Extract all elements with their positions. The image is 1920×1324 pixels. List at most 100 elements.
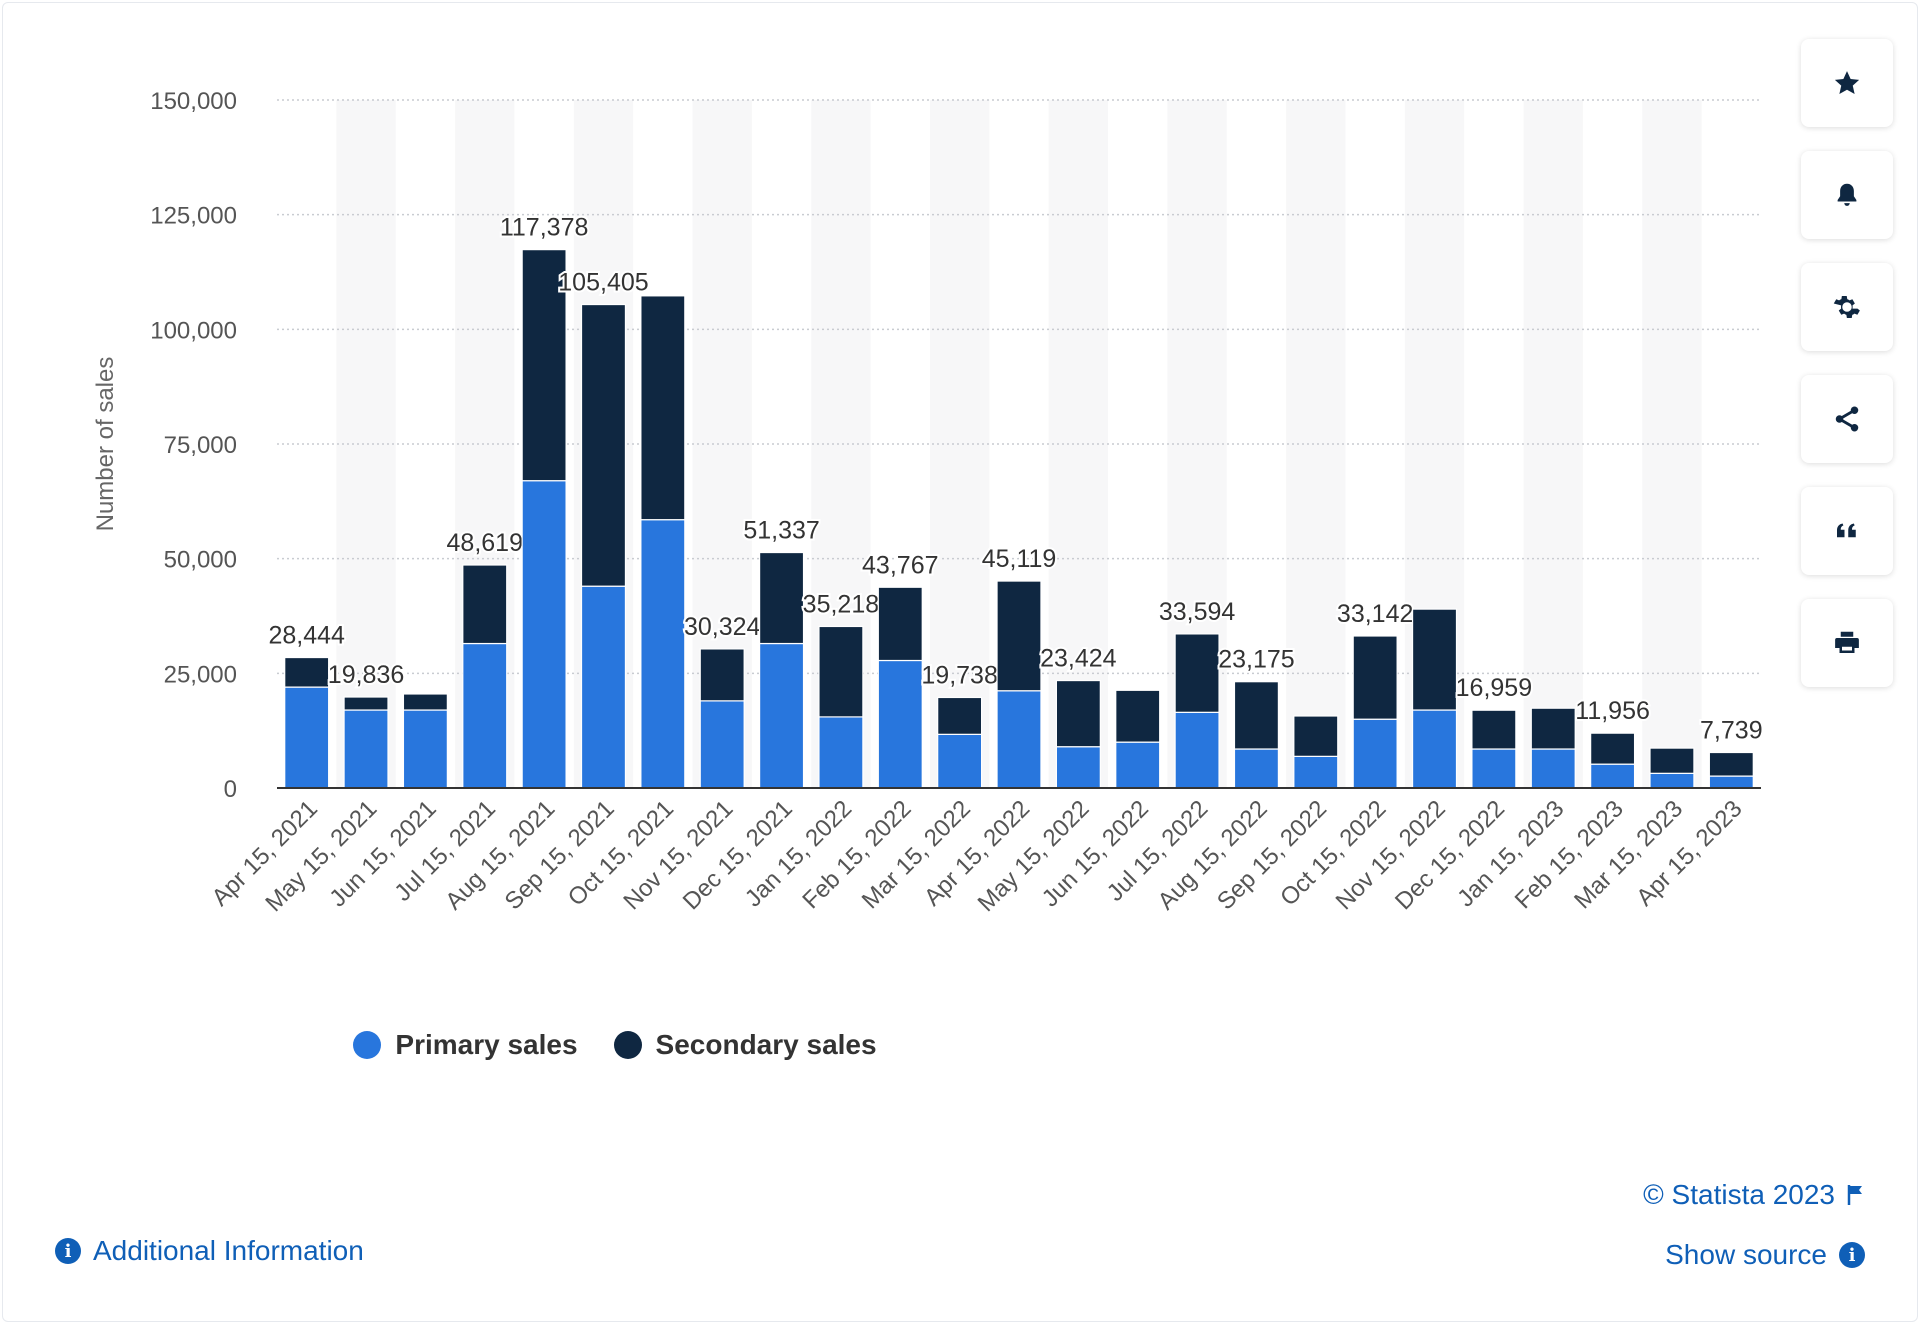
bar-chart: 0 25,000 50,000 75,000 100,000 125,000 150,000… bbox=[92, 88, 1765, 917]
bar-secondary bbox=[1293, 715, 1339, 757]
total-data-label: 23,175 bbox=[1218, 646, 1294, 674]
legend-item-primary[interactable]: Primary sales bbox=[353, 1029, 578, 1061]
total-data-label: 16,959 bbox=[1456, 674, 1532, 702]
column-band bbox=[929, 100, 990, 788]
bar-primary bbox=[1115, 741, 1161, 789]
print-icon bbox=[1835, 631, 1859, 653]
y-axis-label: Number of sales bbox=[92, 357, 119, 532]
info-icon: i bbox=[55, 1238, 81, 1264]
bar-primary bbox=[462, 642, 508, 789]
total-data-label: 19,738 bbox=[921, 661, 997, 689]
cite-button[interactable] bbox=[1801, 487, 1893, 575]
total-data-label: 33,142 bbox=[1337, 600, 1413, 628]
bar-secondary bbox=[1411, 608, 1458, 711]
bell-icon bbox=[1837, 183, 1857, 206]
total-data-label: 28,444 bbox=[268, 622, 345, 650]
bar-primary bbox=[580, 585, 627, 789]
total-data-label: 19,836 bbox=[328, 661, 404, 689]
gear-icon bbox=[1833, 296, 1860, 318]
chart-legend: Primary sales Secondary sales bbox=[3, 1029, 1227, 1061]
total-data-label: 48,619 bbox=[447, 529, 523, 557]
total-data-label: 7,739 bbox=[1700, 717, 1763, 745]
bar-secondary bbox=[1233, 681, 1280, 750]
y-tick-label: 75,000 bbox=[164, 432, 237, 459]
bar-secondary bbox=[521, 249, 567, 482]
bar-primary bbox=[284, 686, 330, 789]
column-band bbox=[1286, 100, 1346, 788]
bar-primary bbox=[1174, 711, 1220, 789]
bar-primary bbox=[521, 480, 567, 789]
bar-secondary bbox=[284, 656, 330, 688]
bar-secondary bbox=[343, 696, 389, 711]
bar-secondary bbox=[758, 551, 805, 645]
bar-primary bbox=[402, 709, 448, 789]
bar-secondary bbox=[402, 693, 448, 711]
favorite-button[interactable] bbox=[1801, 39, 1893, 127]
legend-item-secondary[interactable]: Secondary sales bbox=[613, 1029, 877, 1061]
bar-secondary bbox=[937, 696, 983, 735]
notification-button[interactable] bbox=[1801, 151, 1893, 239]
bar-primary bbox=[1471, 748, 1517, 789]
y-tick-label: 50,000 bbox=[164, 547, 237, 574]
bar-primary bbox=[1233, 748, 1280, 789]
additional-information-label: Additional Information bbox=[93, 1235, 364, 1266]
bar-secondary bbox=[877, 586, 923, 662]
y-tick-label: 25,000 bbox=[164, 661, 237, 688]
legend-dot-secondary bbox=[613, 1031, 642, 1059]
bar-primary bbox=[937, 733, 983, 789]
share-icon bbox=[1835, 406, 1859, 432]
show-source-link[interactable]: Show source i bbox=[1665, 1239, 1865, 1271]
total-data-label: 105,405 bbox=[558, 269, 648, 297]
total-data-label: 33,594 bbox=[1159, 598, 1236, 626]
bar-primary bbox=[699, 700, 745, 789]
bar-secondary bbox=[1649, 747, 1695, 774]
total-data-label: 11,956 bbox=[1575, 697, 1650, 725]
y-tick-label: 150,000 bbox=[150, 88, 237, 115]
bar-secondary bbox=[1471, 709, 1517, 750]
bar-primary bbox=[877, 659, 923, 789]
bar-primary bbox=[1055, 746, 1101, 789]
bar-secondary bbox=[1708, 751, 1754, 777]
bar-primary bbox=[758, 642, 805, 789]
total-data-label: 117,378 bbox=[500, 214, 589, 242]
bar-primary bbox=[343, 709, 389, 789]
quote-icon bbox=[1837, 523, 1856, 538]
legend-label-secondary: Secondary sales bbox=[655, 1029, 877, 1060]
y-tick-label: 0 bbox=[224, 776, 237, 803]
bar-primary bbox=[1352, 718, 1398, 789]
y-tick-label: 100,000 bbox=[150, 317, 237, 344]
copyright-line: © Statista 2023 bbox=[1643, 1179, 1865, 1211]
total-data-label: 43,767 bbox=[862, 551, 938, 579]
bar-primary bbox=[1708, 775, 1754, 789]
bar-primary bbox=[1411, 709, 1458, 789]
bar-primary bbox=[640, 519, 686, 789]
legend-label-primary: Primary sales bbox=[395, 1029, 578, 1060]
source-info-icon: i bbox=[1839, 1242, 1865, 1268]
settings-button[interactable] bbox=[1801, 263, 1893, 351]
additional-information-link[interactable]: i Additional Information bbox=[55, 1235, 364, 1267]
bar-secondary bbox=[996, 580, 1042, 692]
bar-primary bbox=[1293, 755, 1339, 789]
show-source-label: Show source bbox=[1665, 1239, 1827, 1270]
chart-toolbar bbox=[1801, 39, 1895, 711]
total-data-label: 30,324 bbox=[684, 613, 761, 641]
column-band bbox=[336, 100, 396, 788]
bar-primary bbox=[996, 690, 1042, 789]
bar-secondary bbox=[1174, 633, 1220, 713]
bar-primary bbox=[818, 716, 864, 789]
total-data-label: 45,119 bbox=[982, 545, 1057, 573]
total-data-label: 51,337 bbox=[743, 517, 819, 545]
bar-secondary bbox=[1352, 635, 1398, 720]
bar-secondary bbox=[580, 303, 627, 587]
total-data-label: 35,218 bbox=[803, 590, 879, 618]
total-data-label: 23,424 bbox=[1040, 645, 1117, 673]
bar-secondary bbox=[1590, 732, 1636, 765]
bar-secondary bbox=[1115, 689, 1161, 743]
print-button[interactable] bbox=[1801, 599, 1893, 687]
bar-secondary bbox=[699, 648, 745, 702]
bar-secondary bbox=[1530, 707, 1576, 750]
share-button[interactable] bbox=[1801, 375, 1893, 463]
flag-icon[interactable] bbox=[1847, 1184, 1865, 1206]
bar-secondary bbox=[818, 625, 864, 718]
